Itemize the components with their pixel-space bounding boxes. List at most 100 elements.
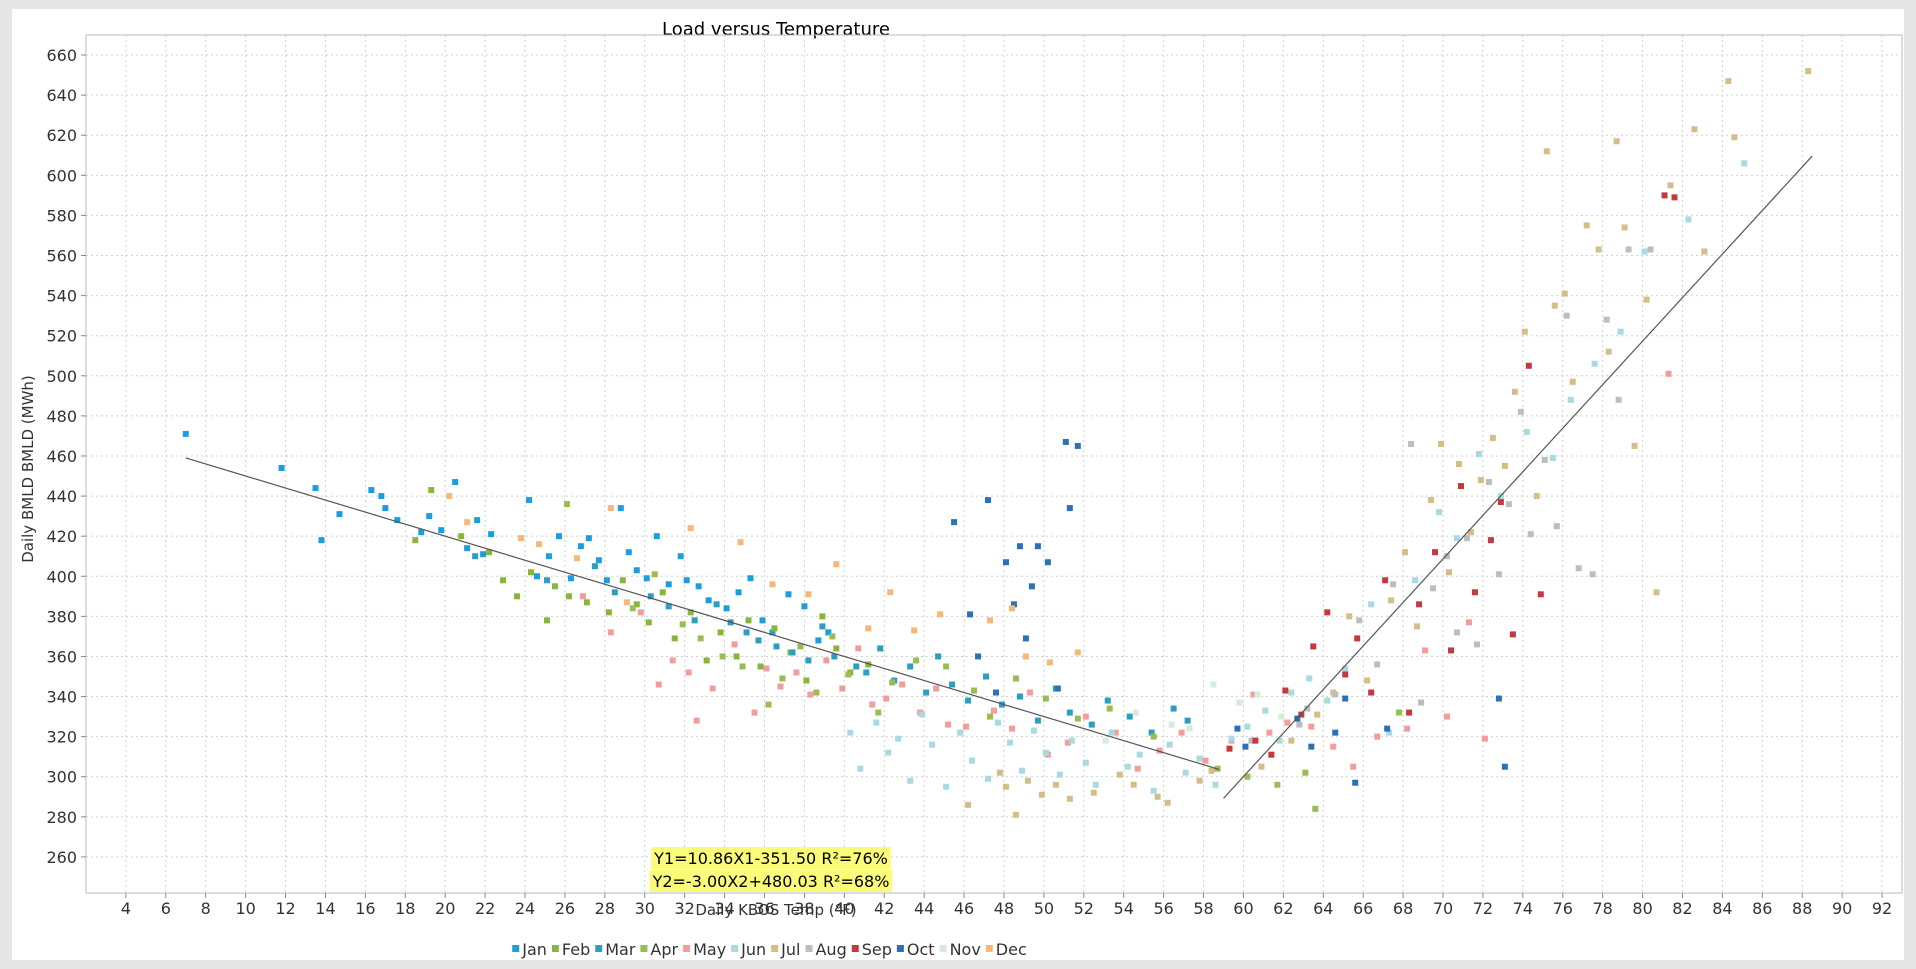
data-point-jun: [885, 749, 892, 756]
data-point-may: [933, 685, 940, 692]
data-point-sep: [1382, 577, 1389, 584]
data-point-feb: [757, 663, 764, 670]
data-point-apr: [1012, 675, 1019, 682]
data-point-mar: [1104, 697, 1111, 704]
data-point-dec: [623, 599, 630, 606]
series-jun: [847, 160, 1748, 794]
series-sep: [1226, 192, 1678, 758]
data-point-jan: [534, 573, 541, 580]
data-point-mar: [472, 553, 479, 560]
x-tick-label: 20: [435, 899, 455, 918]
data-point-oct: [985, 497, 992, 504]
x-tick-label: 54: [1114, 899, 1134, 918]
y-tick-label: 500: [46, 367, 77, 386]
data-point-mar: [1126, 713, 1133, 720]
data-point-dec: [446, 493, 453, 500]
data-point-oct: [1074, 442, 1081, 449]
data-point-apr: [779, 675, 786, 682]
y-tick-label: 380: [46, 607, 77, 626]
equation-highlight: [649, 870, 893, 892]
data-point-feb: [717, 629, 724, 636]
data-point-mar: [543, 577, 550, 584]
data-point-mar: [949, 681, 956, 688]
data-point-mar: [1066, 709, 1073, 716]
data-point-jan: [625, 549, 632, 556]
data-point-oct: [992, 689, 999, 696]
data-point-dec: [1046, 659, 1053, 666]
data-point-jul: [1130, 781, 1137, 788]
data-point-aug: [1553, 523, 1560, 530]
x-tick-label: 86: [1752, 899, 1772, 918]
trendline-2: [185, 457, 1220, 771]
data-point-mar: [1170, 705, 1177, 712]
data-point-jul: [1445, 569, 1452, 576]
data-point-mar: [1016, 693, 1023, 700]
data-point-jun: [994, 719, 1001, 726]
y-tick-label: 620: [46, 126, 77, 145]
data-point-dec: [536, 541, 543, 548]
data-point-may: [1374, 733, 1381, 740]
data-point-aug: [1304, 705, 1311, 712]
x-tick-label: 74: [1513, 899, 1533, 918]
data-point-may: [1665, 370, 1672, 377]
data-point-may: [883, 695, 890, 702]
data-point-mar: [983, 673, 990, 680]
data-point-may: [579, 593, 586, 600]
y-tick-label: 300: [46, 768, 77, 787]
data-point-jul: [1691, 126, 1698, 133]
data-point-oct: [1054, 685, 1061, 692]
data-point-jun: [1386, 729, 1393, 736]
data-point-oct: [1342, 695, 1349, 702]
data-point-jul: [1402, 549, 1409, 556]
data-point-apr: [943, 663, 950, 670]
data-point-jun: [969, 757, 976, 764]
data-point-jun: [1166, 741, 1173, 748]
data-point-may: [751, 709, 758, 716]
data-point-aug: [1517, 408, 1524, 415]
x-tick-label: 14: [315, 899, 335, 918]
data-point-jun: [1617, 328, 1624, 335]
data-point-sep: [1497, 499, 1504, 506]
data-point-aug: [1390, 581, 1397, 588]
data-point-jul: [1489, 434, 1496, 441]
data-point-jan: [735, 589, 742, 596]
data-point-oct: [1028, 583, 1035, 590]
y-tick-label: 280: [46, 808, 77, 827]
series-apr: [563, 501, 1403, 812]
data-point-jun: [1276, 737, 1283, 744]
data-point-dec: [607, 505, 614, 512]
data-point-mar: [647, 593, 654, 600]
data-point-may: [1250, 691, 1257, 698]
data-point-apr: [1042, 695, 1049, 702]
data-point-aug: [1505, 501, 1512, 508]
x-tick-label: 72: [1473, 899, 1493, 918]
data-point-oct: [1016, 543, 1023, 550]
data-point-feb: [619, 577, 626, 584]
data-point-aug: [1408, 440, 1415, 447]
legend-swatch: [512, 945, 520, 952]
data-point-jun: [1288, 689, 1295, 696]
data-point-oct: [1234, 725, 1241, 732]
data-point-may: [777, 683, 784, 690]
x-tick-label: 4: [121, 899, 131, 918]
data-point-may: [839, 685, 846, 692]
x-tick-label: 40: [834, 899, 854, 918]
data-point-jan: [769, 629, 776, 636]
data-point-oct: [1002, 559, 1009, 566]
data-point-may: [655, 681, 662, 688]
data-point-jan: [747, 575, 754, 582]
data-point-jan: [683, 577, 690, 584]
data-point-sep: [1509, 631, 1516, 638]
data-point-jan: [474, 517, 481, 524]
x-tick-label: 10: [235, 899, 255, 918]
x-tick-label: 8: [201, 899, 211, 918]
data-point-aug: [1453, 629, 1460, 636]
y-axis-ticks: 260 280 300 320 340 360 380 400 420 440 460 480 500 5…: [46, 46, 86, 867]
data-point-dec: [1008, 605, 1015, 612]
data-point-jul: [1002, 783, 1009, 790]
data-point-feb: [543, 617, 550, 624]
y-tick-label: 660: [46, 46, 77, 65]
x-tick-label: 6: [161, 899, 171, 918]
x-tick-label: 42: [874, 899, 894, 918]
data-point-oct: [1010, 601, 1017, 608]
